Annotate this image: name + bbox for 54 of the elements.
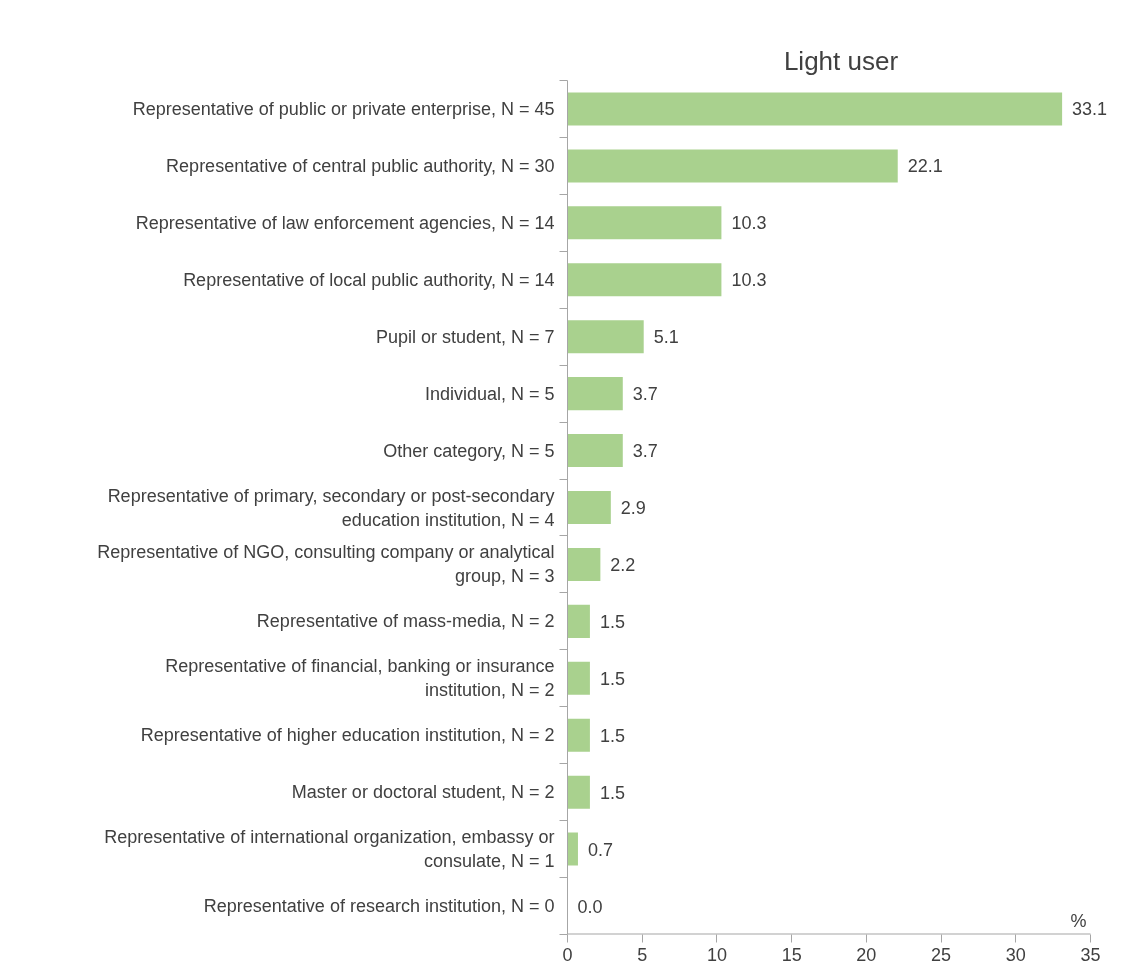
y-tick-label: Representative of mass-media, N = 2 [256, 611, 555, 632]
y-tick-label: Representative of public or private enterprise, N = 45 [132, 98, 555, 119]
x-tick-label: 25 [931, 944, 952, 965]
chart-title: Light user [783, 45, 899, 76]
x-tick-label: 10 [706, 944, 727, 965]
y-tick-label: Pupil or student, N = 7 [375, 326, 555, 347]
x-tick-label: 30 [1005, 944, 1026, 965]
bar [567, 263, 722, 297]
y-tick-label: Individual, N = 5 [424, 383, 555, 404]
bar [567, 149, 898, 183]
data-label: 22.1 [907, 156, 943, 177]
data-label: 2.2 [610, 554, 636, 575]
y-tick-label: Representative of central public authority, N = 30 [166, 155, 555, 176]
bar [567, 832, 578, 866]
bar [567, 547, 601, 581]
y-tick-label: Representative of international organization, embassy or consulate, N = 1 [104, 827, 555, 872]
bar [567, 661, 590, 695]
y-tick-label: Representative of higher education institution, N = 2 [140, 725, 555, 746]
bar [567, 377, 623, 411]
bar [567, 718, 590, 752]
bar [567, 320, 644, 354]
bar [567, 206, 722, 240]
data-label: 10.3 [731, 270, 767, 291]
y-tick-label: Representative of financial, banking or insurance institution, N = 2 [165, 656, 555, 701]
y-tick-label: Representative of NGO, consulting company or analytical group, N = 3 [97, 542, 555, 587]
y-tick-label: Other category, N = 5 [383, 440, 555, 461]
data-label: 1.5 [599, 782, 625, 803]
bar [567, 775, 590, 809]
data-label: 1.5 [599, 668, 625, 689]
x-tick-label: 20 [856, 944, 877, 965]
x-tick-label: 0 [562, 944, 573, 965]
bar [567, 490, 611, 525]
data-label: 33.1 [1072, 99, 1108, 120]
bar [567, 434, 623, 468]
x-tick-label: 5 [637, 944, 648, 965]
y-tick-label: Representative of research institution, N = 0 [203, 896, 555, 917]
y-tick-label: Master or doctoral student, N = 2 [291, 782, 555, 803]
data-label: 5.1 [653, 327, 679, 348]
bar [567, 92, 1063, 126]
data-label: 1.5 [599, 611, 625, 632]
y-tick-label: Representative of primary, secondary or post-secondary education institution, N = 4 [107, 485, 555, 530]
data-label: 2.9 [620, 498, 646, 518]
data-label: 1.5 [599, 725, 625, 746]
data-label: 3.7 [632, 384, 658, 405]
data-label: 10.3 [731, 213, 767, 234]
x-tick-label: 15 [781, 944, 802, 965]
data-label: 0.0 [577, 896, 603, 917]
bar [567, 604, 590, 638]
y-tick-label: Representative of local public authority, N = 14 [183, 269, 555, 290]
data-label: 0.7 [587, 839, 613, 860]
data-label: 3.7 [632, 441, 658, 462]
x-tick-label: 35 [1080, 944, 1101, 965]
y-tick-label: Representative of law enforcement agencies, N = 14 [135, 212, 555, 233]
x-axis-title: % [1070, 910, 1087, 931]
